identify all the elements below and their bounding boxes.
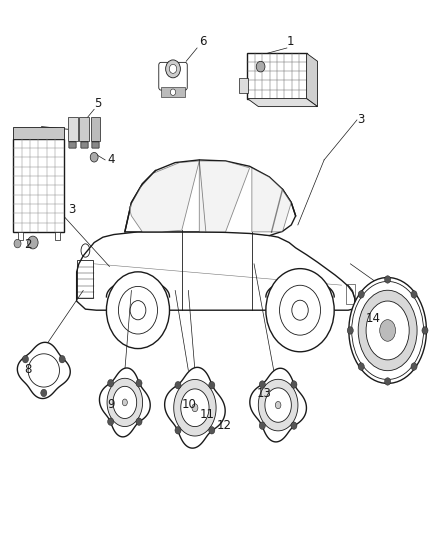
Polygon shape [247,99,318,107]
Circle shape [22,356,28,363]
Circle shape [411,363,417,370]
Ellipse shape [276,401,281,409]
Circle shape [422,327,428,334]
Polygon shape [113,386,137,418]
Circle shape [136,379,142,387]
Text: 3: 3 [357,112,364,126]
Circle shape [41,389,47,397]
Bar [92,142,99,148]
Bar [13,139,64,232]
Polygon shape [181,389,209,426]
Circle shape [385,378,391,385]
Bar [247,53,307,99]
Polygon shape [18,342,70,399]
Polygon shape [99,368,150,437]
Bar [79,117,89,141]
Circle shape [291,381,297,388]
Text: 6: 6 [199,35,207,49]
Text: 8: 8 [24,363,32,376]
Circle shape [358,363,364,370]
Bar [18,232,23,240]
Bar [69,142,76,148]
Text: 11: 11 [199,408,214,422]
Bar [91,117,100,141]
Text: 1: 1 [287,35,294,49]
Circle shape [259,381,265,388]
Bar [68,117,78,141]
Text: 13: 13 [256,387,271,400]
Bar [346,284,355,304]
Bar [69,142,76,148]
Text: 10: 10 [182,398,197,411]
Circle shape [108,379,114,387]
Circle shape [59,356,65,363]
Circle shape [209,382,215,389]
Circle shape [170,64,177,74]
Bar [81,142,88,148]
Polygon shape [28,354,60,387]
Bar [92,142,99,148]
Circle shape [385,276,391,283]
Circle shape [209,426,215,434]
Ellipse shape [349,278,427,383]
Text: 14: 14 [366,312,381,326]
Text: 12: 12 [217,419,232,432]
Circle shape [170,89,176,95]
Ellipse shape [366,301,409,360]
Circle shape [291,422,297,430]
FancyBboxPatch shape [159,62,187,90]
Circle shape [14,239,21,248]
Polygon shape [174,379,216,436]
Bar [161,87,185,97]
Bar [13,127,64,139]
Circle shape [358,290,364,298]
Circle shape [256,61,265,72]
Polygon shape [125,160,296,236]
Polygon shape [265,388,291,422]
Polygon shape [165,367,225,448]
Polygon shape [129,161,199,232]
Text: 9: 9 [107,398,115,411]
Circle shape [166,60,180,78]
Bar [92,142,99,148]
Circle shape [136,418,142,425]
Ellipse shape [192,404,198,411]
Text: 3: 3 [68,203,75,216]
Text: 4: 4 [107,152,115,166]
Bar [239,78,248,93]
Text: 2: 2 [24,238,32,251]
Ellipse shape [358,290,417,370]
Circle shape [175,382,181,389]
Polygon shape [258,379,298,431]
Circle shape [28,236,38,249]
Ellipse shape [380,320,396,341]
Circle shape [266,269,334,352]
Polygon shape [307,53,318,107]
Circle shape [108,418,114,425]
Bar [69,142,76,148]
Text: 5: 5 [94,96,102,110]
Polygon shape [250,368,307,442]
Polygon shape [199,161,250,232]
Bar [81,142,88,148]
Bar [77,260,93,298]
Ellipse shape [122,399,127,406]
Circle shape [347,327,353,334]
Circle shape [411,290,417,298]
Polygon shape [107,378,143,426]
Polygon shape [77,232,355,310]
Circle shape [106,272,170,349]
Circle shape [90,152,98,162]
Circle shape [175,426,181,434]
Ellipse shape [352,281,424,379]
Circle shape [259,422,265,430]
Polygon shape [252,168,291,232]
Bar [55,232,60,240]
Bar [81,142,88,148]
